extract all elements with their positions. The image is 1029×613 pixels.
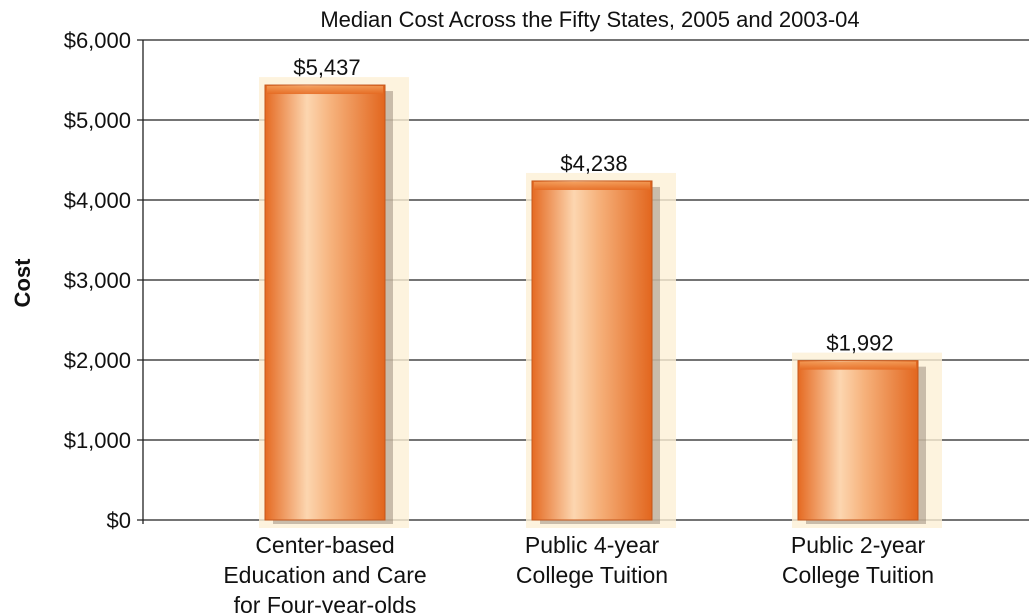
bars: $5,437 $4,238 $1,992 bbox=[259, 55, 942, 528]
y-axis-ticks: $0 $1,000 $2,000 $3,000 $4,000 $5,000 $6,000 bbox=[64, 28, 131, 533]
y-tick-label: $5,000 bbox=[64, 108, 131, 133]
bar bbox=[264, 84, 386, 521]
x-category-line: Public 2-year bbox=[791, 532, 926, 558]
y-tick-label: $4,000 bbox=[64, 188, 131, 213]
x-category-line: College Tuition bbox=[516, 562, 668, 588]
bar-group: $4,238 bbox=[526, 151, 676, 528]
chart-title: Median Cost Across the Fifty States, 200… bbox=[320, 7, 859, 32]
x-category-label: Public 4-year College Tuition bbox=[516, 532, 668, 588]
y-axis-label: Cost bbox=[10, 258, 35, 308]
y-tick-label: $6,000 bbox=[64, 28, 131, 53]
data-label: $4,238 bbox=[560, 151, 627, 176]
bar-cap bbox=[267, 86, 383, 95]
x-category-line: Education and Care bbox=[223, 562, 426, 588]
x-category-line: Public 4-year bbox=[525, 532, 660, 558]
bar bbox=[797, 360, 919, 521]
y-tick-label: $1,000 bbox=[64, 428, 131, 453]
y-tick-label: $2,000 bbox=[64, 348, 131, 373]
bar bbox=[531, 180, 653, 521]
x-category-line: for Four-year-olds bbox=[234, 592, 417, 613]
bar-group: $1,992 bbox=[792, 331, 942, 528]
x-category-label: Center-based Education and Care for Four-y… bbox=[223, 532, 426, 613]
data-label: $5,437 bbox=[293, 55, 360, 80]
bar-cap bbox=[534, 181, 650, 190]
x-category-label: Public 2-year College Tuition bbox=[782, 532, 934, 588]
bar-cap bbox=[800, 361, 916, 370]
y-tick-label: $0 bbox=[107, 508, 131, 533]
x-category-line: Center-based bbox=[255, 532, 394, 558]
data-label: $1,992 bbox=[826, 331, 893, 356]
x-axis-categories: Center-based Education and Care for Four-y… bbox=[223, 532, 934, 613]
x-category-line: College Tuition bbox=[782, 562, 934, 588]
bar-group: $5,437 bbox=[259, 55, 409, 528]
y-tick-label: $3,000 bbox=[64, 268, 131, 293]
